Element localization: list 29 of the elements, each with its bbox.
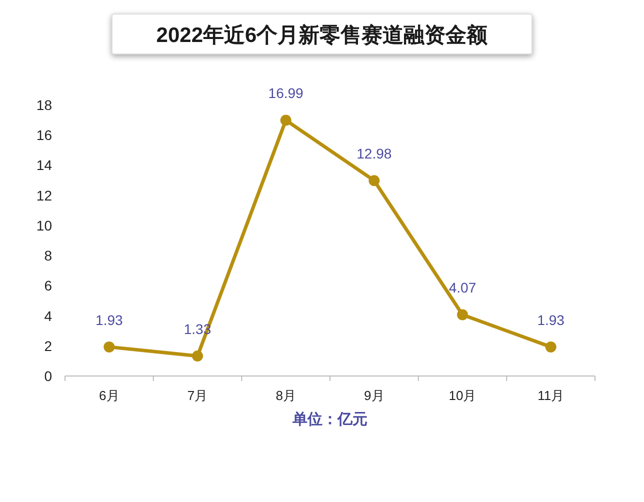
y-tick-label: 6: [44, 278, 52, 294]
y-tick-label: 14: [36, 157, 52, 174]
x-tick-label: 9月: [364, 388, 384, 403]
y-tick-label: 8: [44, 248, 52, 264]
y-tick-label: 0: [44, 368, 52, 384]
data-label: 16.99: [268, 85, 304, 102]
point: [104, 341, 115, 352]
data-label: 4.07: [448, 280, 476, 296]
x-axis-title: 单位：亿元: [292, 411, 368, 428]
x-tick-label: 11月: [538, 388, 564, 403]
data-label: 1.93: [537, 312, 565, 328]
y-tick-label: 12: [36, 187, 52, 204]
y-tick-label: 4: [44, 308, 52, 324]
y-tick-label: 2: [44, 338, 52, 354]
data-label: 1.93: [96, 312, 124, 328]
point: [457, 309, 468, 320]
point: [192, 350, 203, 362]
point: [280, 114, 292, 126]
y-tick-label: 10: [36, 217, 52, 234]
x-tick-label: 6月: [99, 388, 120, 403]
point: [545, 341, 556, 352]
y-tick-label: 18: [36, 97, 52, 113]
x-tick-label: 8月: [276, 388, 296, 403]
y-tick-label: 16: [36, 127, 52, 144]
x-tick-label: 10月: [448, 388, 476, 403]
data-label: 12.98: [356, 146, 392, 162]
x-tick-label: 7月: [187, 388, 208, 403]
chart-title: 2022年近6个月新零售赛道融资金额: [156, 23, 489, 47]
point: [368, 175, 380, 186]
